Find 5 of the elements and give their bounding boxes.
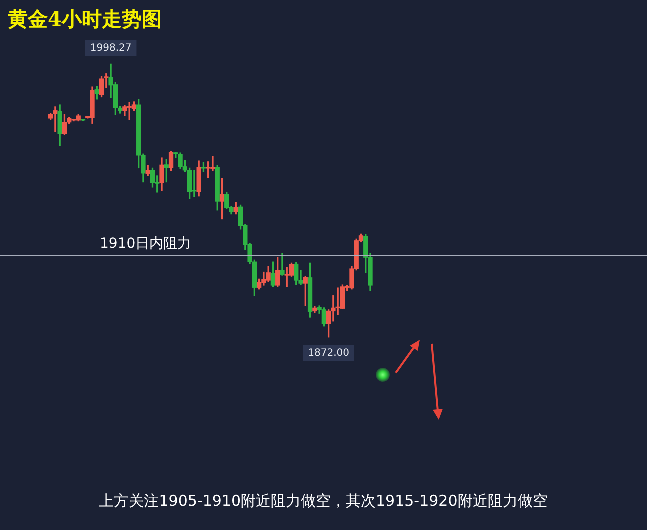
annotation: 1872.00 <box>308 348 350 359</box>
ref-line-label: 1910日内阻力 <box>100 236 192 252</box>
annotation: 1998.27 <box>90 42 132 54</box>
text: 上方关注1905-1910附近阻力做空，其次1915-1920附近阻力做空 <box>98 492 549 511</box>
chart-title: 黄金4小时走势图 <box>8 6 162 33</box>
